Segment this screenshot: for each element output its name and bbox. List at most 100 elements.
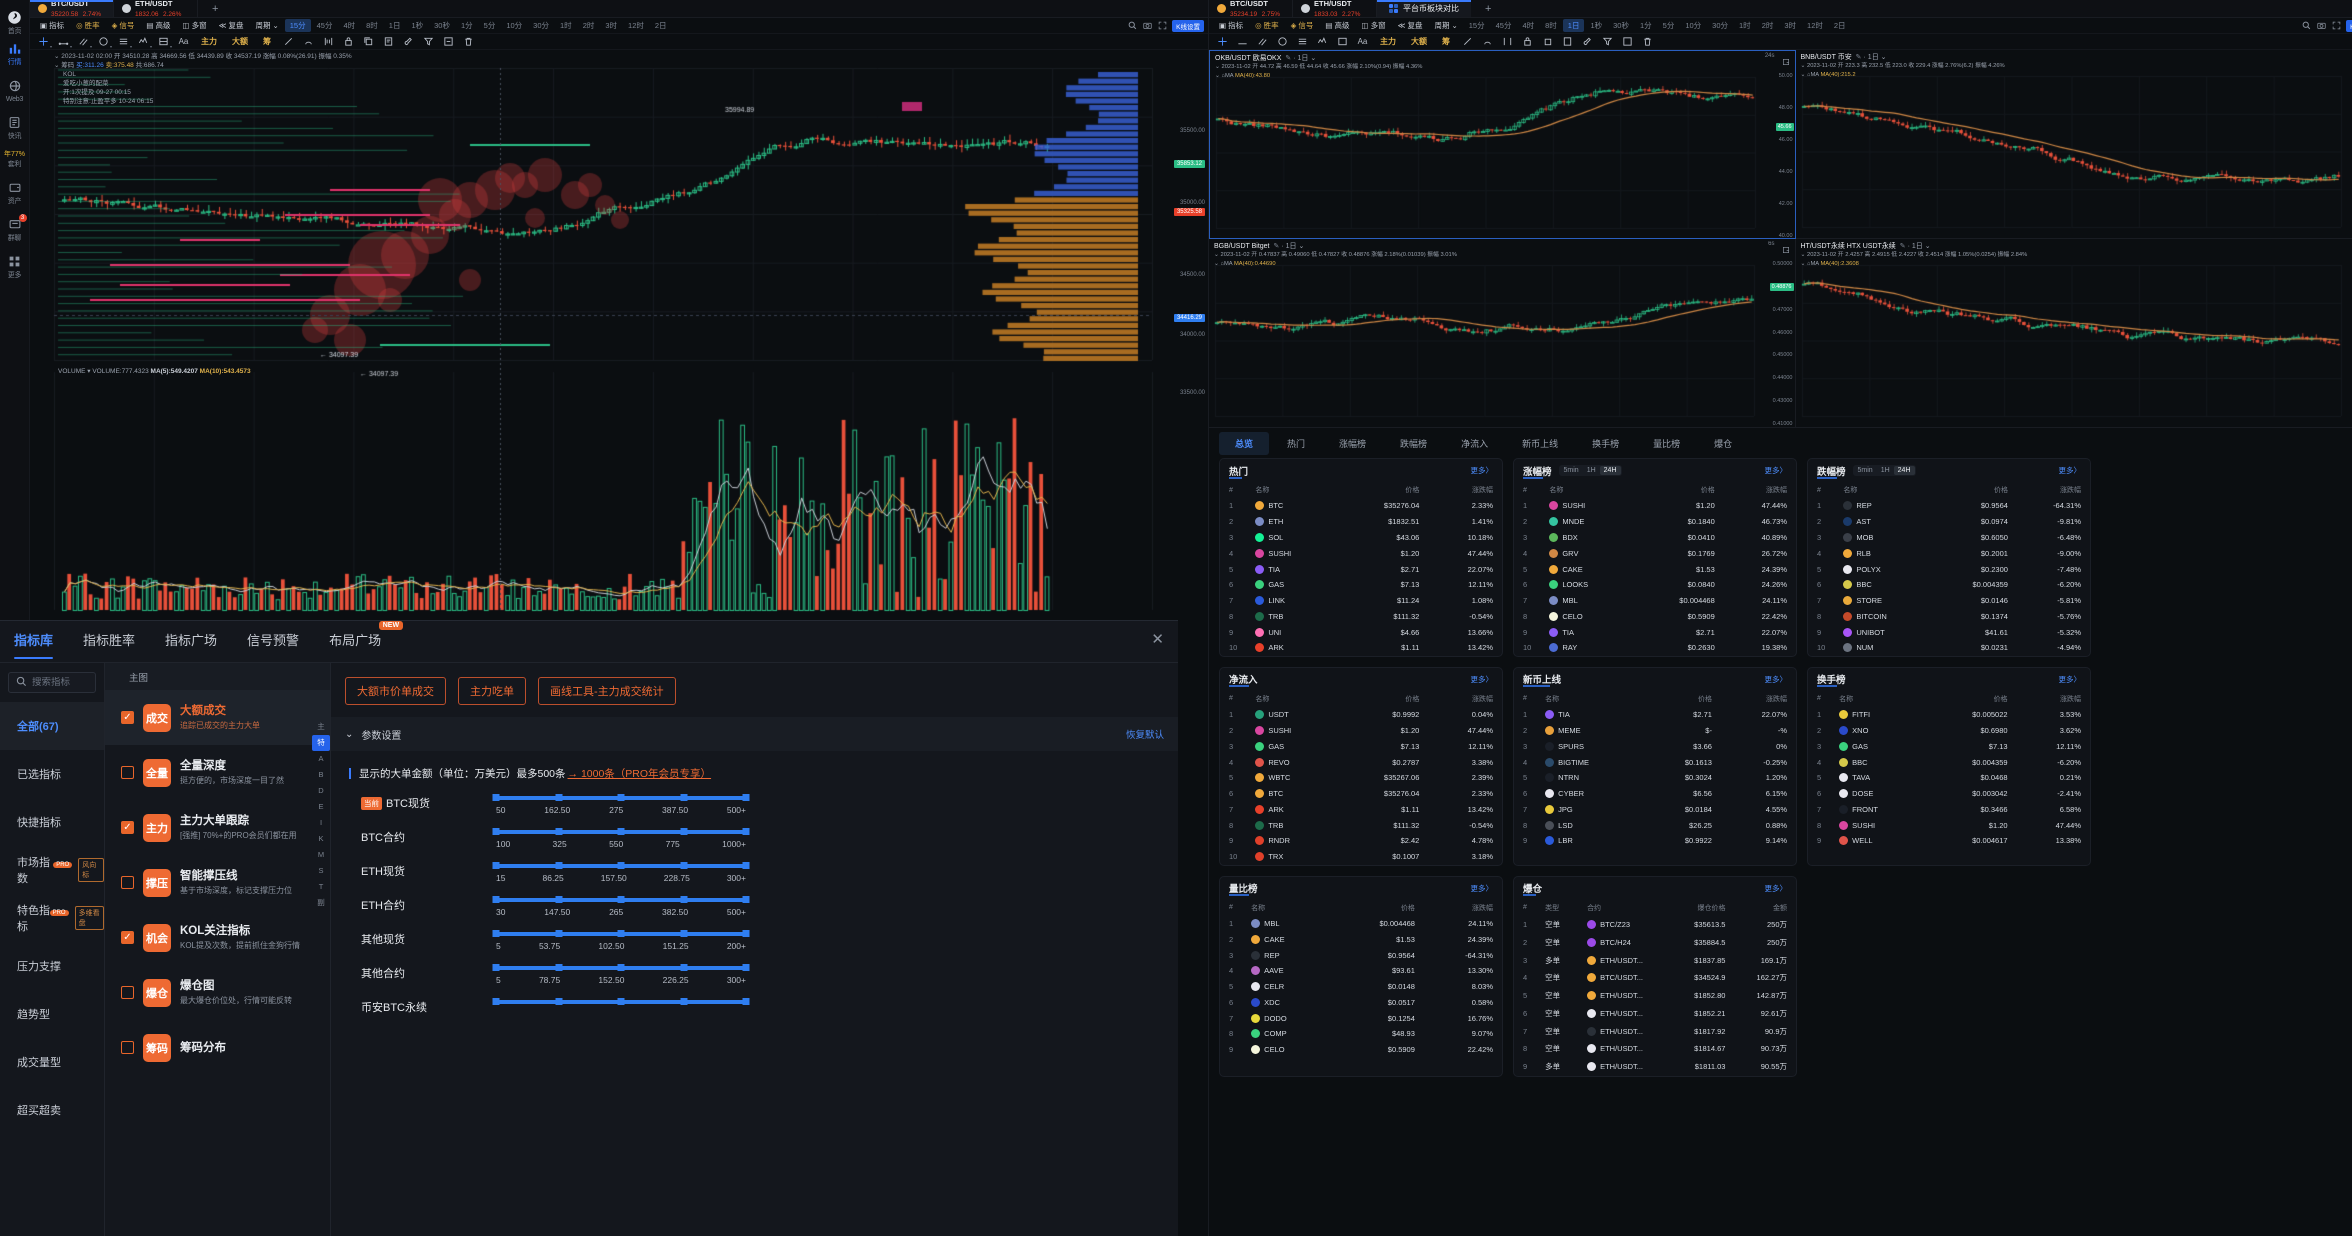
slider-knob[interactable] bbox=[680, 895, 687, 903]
right-timeframe-2时[interactable]: 2时 bbox=[1761, 21, 1774, 30]
slider-knob[interactable] bbox=[555, 793, 562, 801]
category-item-1[interactable]: 已选指标 bbox=[0, 750, 104, 798]
table-row[interactable]: 2 ETH $1832.51 1.41% bbox=[1220, 514, 1502, 530]
platform-compare-tab[interactable]: 平台币板块对比 bbox=[1377, 0, 1471, 17]
timeframe-10分[interactable]: 10分 bbox=[506, 21, 523, 30]
slider-knob[interactable] bbox=[742, 929, 750, 937]
table-row[interactable]: 8 BITCOIN $0.1374 -5.76% bbox=[1808, 608, 2090, 624]
table-row[interactable]: 3 GAS $7.13 12.11% bbox=[1220, 738, 1502, 754]
market-tab-2[interactable]: 涨幅榜 bbox=[1339, 438, 1367, 449]
right-timeframe-8时[interactable]: 8时 bbox=[1545, 21, 1557, 30]
table-row[interactable]: 9 CELO $0.5909 22.42% bbox=[1220, 1042, 1502, 1058]
table-row[interactable]: 6 XDC $0.0517 0.58% bbox=[1220, 995, 1502, 1011]
edit-icon[interactable]: ✎ bbox=[1855, 54, 1862, 61]
draw-label-daee[interactable]: 大额 bbox=[1411, 37, 1427, 46]
timeframe-3时[interactable]: 3时 bbox=[605, 21, 618, 30]
table-row[interactable]: 8 CELO $0.5909 22.42% bbox=[1514, 608, 1796, 624]
more-link[interactable]: 更多〉 bbox=[2058, 674, 2082, 684]
table-row[interactable]: 8 空单 ETH/USDT... $1814.67 90.73万 bbox=[1514, 1040, 1796, 1058]
table-row[interactable]: 2 CAKE $1.53 24.39% bbox=[1220, 931, 1502, 947]
table-row[interactable]: 5 TAVA $0.0468 0.21% bbox=[1808, 770, 2090, 786]
upgrade-pro-link[interactable]: → 1000条（PRO年会员专享） bbox=[567, 768, 712, 780]
toolbar-advanced-button[interactable]: ▤ 高级 bbox=[1325, 21, 1350, 30]
kline-settings-button[interactable]: K线设置 bbox=[1172, 19, 1204, 32]
table-row[interactable]: 6 LOOKS $0.0840 24.26% bbox=[1514, 577, 1796, 593]
toolbar-indicator-button[interactable]: ▣ 指标 bbox=[34, 19, 70, 33]
fullscreen-icon[interactable] bbox=[1157, 20, 1168, 31]
table-row[interactable]: 7 DODO $0.1254 16.76% bbox=[1220, 1010, 1502, 1026]
indicator-row-4[interactable]: 机会 KOL关注指标 KOL提及次数，提前抓住金狗行情 bbox=[105, 910, 330, 965]
indicator-checkbox[interactable] bbox=[121, 821, 134, 834]
parameter-settings-header[interactable]: ⌄ 参数设置 恢复默认 bbox=[331, 717, 1178, 751]
category-item-3[interactable]: 市场指数 PRO 风向标 bbox=[0, 846, 104, 894]
table-row[interactable]: 9 UNIBOT $41.61 -5.32% bbox=[1808, 624, 2090, 640]
sidebar-item-assets[interactable]: 资产 bbox=[0, 179, 30, 206]
indicator-row-3[interactable]: 撑压 智能撑压线 基于市场深度，标记支撑压力位 bbox=[105, 855, 330, 910]
edit-icon[interactable]: ✎ bbox=[1899, 243, 1906, 250]
timeframe-5分[interactable]: 5分 bbox=[483, 21, 496, 30]
right-timeframe-30分[interactable]: 30分 bbox=[1712, 21, 1729, 30]
category-item-0[interactable]: 全部(67) bbox=[0, 702, 104, 750]
alpha-jump-B[interactable]: B bbox=[318, 770, 324, 779]
filter-icon[interactable] bbox=[1598, 35, 1617, 49]
line-icon[interactable] bbox=[1233, 35, 1252, 49]
copy-icon[interactable] bbox=[359, 35, 378, 49]
more-link[interactable]: 更多〉 bbox=[1764, 883, 1788, 893]
table-row[interactable]: 2 MEME $- -% bbox=[1514, 723, 1796, 739]
market-tab-7[interactable]: 量比榜 bbox=[1653, 438, 1681, 449]
more-link[interactable]: 更多〉 bbox=[1470, 466, 1494, 475]
mini-chart-3[interactable]: HT/USDT永续 HTX USDT永续 ✎ · 1日 ⌄ ⌄ 2023-11-02… bbox=[1795, 239, 2352, 428]
draw-label-zhuli[interactable]: 主力 bbox=[201, 37, 217, 46]
table-row[interactable]: 3 BDX $0.0410 40.89% bbox=[1514, 530, 1796, 546]
alpha-jump-T[interactable]: T bbox=[318, 882, 324, 891]
expand-icon[interactable] bbox=[1782, 53, 1790, 71]
slider-knob[interactable] bbox=[492, 997, 500, 1005]
lock-icon[interactable] bbox=[1518, 35, 1537, 49]
ruler-icon[interactable] bbox=[1458, 35, 1477, 49]
alpha-jump-副[interactable]: 副 bbox=[317, 898, 325, 907]
right-timeframe-4时[interactable]: 4时 bbox=[1522, 21, 1535, 30]
horizontal-lines-icon[interactable] bbox=[1293, 35, 1312, 49]
sidebar-item-arbitrage[interactable]: 年77% 套利 bbox=[0, 151, 30, 169]
table-row[interactable]: 4 GRV $0.1769 26.72% bbox=[1514, 545, 1796, 561]
range-24H[interactable]: 24H bbox=[1893, 466, 1915, 475]
table-row[interactable]: 6 空单 ETH/USDT... $1852.21 92.61万 bbox=[1514, 1005, 1796, 1023]
mini-period[interactable]: · 1日 ⌄ bbox=[1293, 55, 1317, 62]
range-1H[interactable]: 1H bbox=[1880, 467, 1890, 474]
search-icon[interactable] bbox=[2301, 20, 2312, 31]
indicator-row-6[interactable]: 筹码 筹码分布 bbox=[105, 1020, 330, 1075]
toolbar-winrate-button[interactable]: ◎ 胜率 bbox=[70, 19, 106, 33]
table-row[interactable]: 9 TIA $2.71 22.07% bbox=[1514, 624, 1796, 640]
slider-knob[interactable] bbox=[617, 895, 625, 903]
table-row[interactable]: 9 UNI $4.66 13.66% bbox=[1220, 624, 1502, 640]
trash-icon[interactable] bbox=[1638, 35, 1657, 49]
table-row[interactable]: 1 空单 BTC/Z23 $35613.5 250万 bbox=[1514, 916, 1796, 934]
camera-icon[interactable] bbox=[1142, 20, 1153, 31]
slider-control[interactable]: 30 147.50 265 382.50 500+ bbox=[492, 892, 750, 917]
copy-icon[interactable] bbox=[1538, 35, 1557, 49]
slider-control[interactable]: 5 53.75 102.50 151.25 200+ bbox=[492, 926, 750, 951]
table-row[interactable]: 5 CELR $0.0148 8.03% bbox=[1220, 979, 1502, 995]
rectangle-icon[interactable]: ▾ bbox=[154, 35, 173, 49]
sidebar-item-news[interactable]: 快讯 bbox=[0, 114, 30, 141]
circle-icon[interactable] bbox=[1273, 35, 1292, 49]
slider-knob[interactable] bbox=[680, 997, 687, 1005]
tab-layout-square[interactable]: 布局广场 NEW bbox=[329, 621, 404, 653]
add-tab-button[interactable]: + bbox=[212, 2, 219, 15]
slider-knob[interactable] bbox=[680, 929, 687, 937]
chevron-down-icon[interactable]: ▾ bbox=[87, 368, 91, 375]
slider-control[interactable]: 5 78.75 152.50 226.25 300+ bbox=[492, 960, 750, 985]
table-row[interactable]: 1 SUSHI $1.20 47.44% bbox=[1514, 498, 1796, 514]
table-row[interactable]: 5 POLYX $0.2300 -7.48% bbox=[1808, 561, 2090, 577]
market-tab-3[interactable]: 跌幅榜 bbox=[1400, 438, 1428, 449]
table-row[interactable]: 7 STORE $0.0146 -5.81% bbox=[1808, 593, 2090, 609]
brush-icon[interactable] bbox=[1578, 35, 1597, 49]
toolbar-advanced-button[interactable]: ▤ 高级 bbox=[140, 19, 176, 33]
table-row[interactable]: 4 REVO $0.2787 3.38% bbox=[1220, 754, 1502, 770]
ruler-icon[interactable] bbox=[279, 35, 298, 49]
fullscreen-icon[interactable] bbox=[2331, 20, 2342, 31]
right-symbol-tab-btc[interactable]: BTC/USDT 35234.19 2.75% bbox=[1209, 0, 1293, 18]
symbol-tab-eth[interactable]: ETH/USDT 1832.06 2.26% bbox=[114, 0, 198, 18]
sidebar-item-web3[interactable]: Web3 bbox=[0, 77, 30, 104]
